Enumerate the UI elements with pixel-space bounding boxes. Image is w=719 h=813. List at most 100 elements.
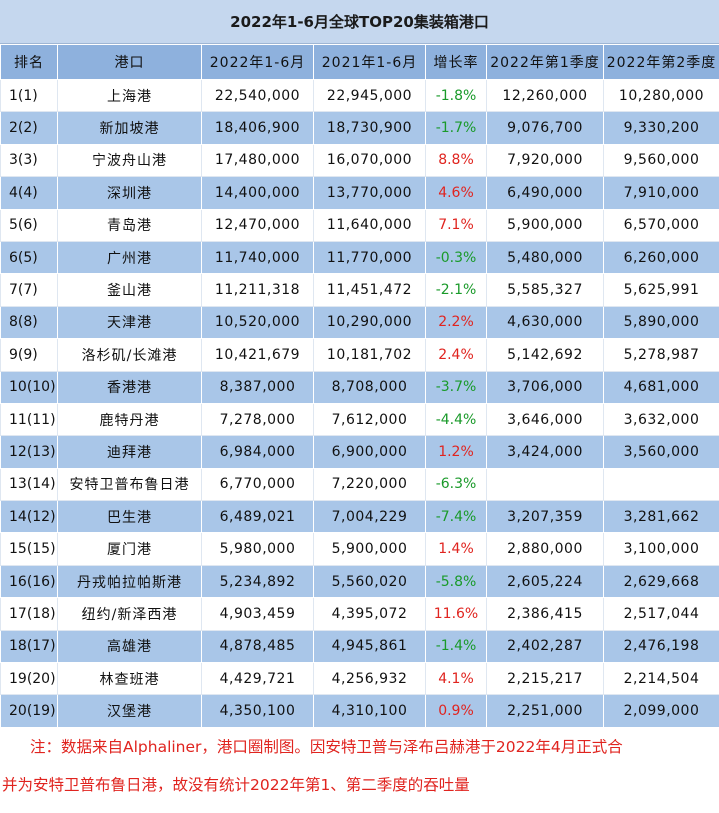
cell-2022-q2: 2,629,668 bbox=[603, 564, 719, 599]
table-row: 4(4) 深圳港 14,400,000 13,770,000 4.6% 6,490,000… bbox=[0, 176, 719, 210]
cell-growth: -7.4% bbox=[425, 500, 487, 534]
cell-2022-q2: 2,517,044 bbox=[603, 597, 719, 631]
cell-2022-h1: 4,903,459 bbox=[201, 597, 314, 631]
table-row: 12(13) 迪拜港 6,984,000 6,900,000 1.2% 3,424,000… bbox=[0, 435, 719, 469]
cell-2022-h1: 18,406,900 bbox=[201, 111, 314, 145]
cell-2022-q1 bbox=[486, 467, 604, 502]
cell-port: 广州港 bbox=[57, 240, 202, 275]
cell-port: 洛杉矶/长滩港 bbox=[57, 338, 202, 372]
table-row: 19(20) 林查班港 4,429,721 4,256,932 4.1% 2,215,21… bbox=[0, 662, 719, 696]
table-row: 17(18) 纽约/新泽西港 4,903,459 4,395,072 11.6% 2,38… bbox=[0, 597, 719, 631]
cell-2021-h1: 7,004,229 bbox=[313, 500, 426, 534]
cell-2021-h1: 6,900,000 bbox=[313, 435, 426, 469]
cell-2022-q2: 2,099,000 bbox=[603, 694, 719, 728]
cell-port: 高雄港 bbox=[57, 629, 202, 664]
cell-2022-q1: 2,386,415 bbox=[486, 597, 604, 631]
cell-2022-q1: 5,585,327 bbox=[486, 273, 604, 307]
cell-port: 丹戎帕拉帕斯港 bbox=[57, 564, 202, 599]
cell-2022-q1: 3,706,000 bbox=[486, 370, 604, 404]
cell-port: 安特卫普布鲁日港 bbox=[57, 467, 202, 502]
cell-2022-q2: 3,281,662 bbox=[603, 500, 719, 534]
cell-2022-q1: 2,880,000 bbox=[486, 532, 604, 566]
cell-rank: 14(12) bbox=[0, 500, 58, 534]
cell-2022-h1: 4,350,100 bbox=[201, 694, 314, 728]
cell-2022-h1: 4,429,721 bbox=[201, 662, 314, 696]
cell-port: 新加坡港 bbox=[57, 111, 202, 145]
cell-port: 上海港 bbox=[57, 78, 202, 113]
table-row: 13(14) 安特卫普布鲁日港 6,770,000 7,220,000 -6.3% bbox=[0, 467, 719, 502]
cell-rank: 13(14) bbox=[0, 467, 58, 502]
cell-2022-h1: 22,540,000 bbox=[201, 78, 314, 113]
cell-port: 汉堡港 bbox=[57, 694, 202, 728]
cell-rank: 18(17) bbox=[0, 629, 58, 664]
cell-2022-q2: 2,214,504 bbox=[603, 662, 719, 696]
cell-2022-h1: 8,387,000 bbox=[201, 370, 314, 404]
cell-2021-h1: 11,770,000 bbox=[313, 240, 426, 275]
cell-2022-q2: 5,890,000 bbox=[603, 305, 719, 340]
cell-2022-h1: 6,984,000 bbox=[201, 435, 314, 469]
cell-2022-h1: 6,489,021 bbox=[201, 500, 314, 534]
table-header-row: 排名 港口 2022年1-6月 2021年1-6月 增长率 2022年第1季度 … bbox=[0, 44, 719, 80]
table-row: 11(11) 鹿特丹港 7,278,000 7,612,000 -4.4% 3,646,0… bbox=[0, 402, 719, 437]
cell-2021-h1: 4,945,861 bbox=[313, 629, 426, 664]
cell-rank: 2(2) bbox=[0, 111, 58, 145]
cell-2022-q1: 3,207,359 bbox=[486, 500, 604, 534]
cell-port: 深圳港 bbox=[57, 176, 202, 210]
cell-2021-h1: 8,708,000 bbox=[313, 370, 426, 404]
cell-2021-h1: 4,310,100 bbox=[313, 694, 426, 728]
cell-2021-h1: 16,070,000 bbox=[313, 143, 426, 178]
cell-2022-q2: 7,910,000 bbox=[603, 176, 719, 210]
cell-growth: 1.2% bbox=[425, 435, 487, 469]
cell-growth: -1.4% bbox=[425, 629, 487, 664]
cell-2022-q1: 5,480,000 bbox=[486, 240, 604, 275]
table-row: 9(9) 洛杉矶/长滩港 10,421,679 10,181,702 2.4% 5,142… bbox=[0, 338, 719, 372]
cell-2022-q2: 3,560,000 bbox=[603, 435, 719, 469]
cell-2021-h1: 11,640,000 bbox=[313, 208, 426, 242]
cell-2022-q2: 9,330,200 bbox=[603, 111, 719, 145]
cell-rank: 10(10) bbox=[0, 370, 58, 404]
cell-rank: 9(9) bbox=[0, 338, 58, 372]
cell-port: 纽约/新泽西港 bbox=[57, 597, 202, 631]
header-2022-q2: 2022年第2季度 bbox=[603, 44, 719, 80]
cell-2022-q2: 5,278,987 bbox=[603, 338, 719, 372]
header-growth: 增长率 bbox=[425, 44, 487, 80]
table-row: 15(15) 厦门港 5,980,000 5,900,000 1.4% 2,880,000… bbox=[0, 532, 719, 566]
cell-growth: -2.1% bbox=[425, 273, 487, 307]
cell-2022-q2: 9,560,000 bbox=[603, 143, 719, 178]
cell-port: 鹿特丹港 bbox=[57, 402, 202, 437]
cell-2022-q2: 6,570,000 bbox=[603, 208, 719, 242]
cell-2022-h1: 5,234,892 bbox=[201, 564, 314, 599]
cell-rank: 5(6) bbox=[0, 208, 58, 242]
cell-2022-q1: 9,076,700 bbox=[486, 111, 604, 145]
header-2022-q1: 2022年第1季度 bbox=[486, 44, 604, 80]
cell-rank: 12(13) bbox=[0, 435, 58, 469]
table-row: 16(16) 丹戎帕拉帕斯港 5,234,892 5,560,020 -5.8% 2,60… bbox=[0, 564, 719, 599]
table-row: 1(1) 上海港 22,540,000 22,945,000 -1.8% 12,260,0… bbox=[0, 78, 719, 113]
cell-2022-q2: 10,280,000 bbox=[603, 78, 719, 113]
cell-2022-q2: 4,681,000 bbox=[603, 370, 719, 404]
cell-2022-q1: 6,490,000 bbox=[486, 176, 604, 210]
cell-2021-h1: 10,290,000 bbox=[313, 305, 426, 340]
cell-growth: 8.8% bbox=[425, 143, 487, 178]
table-row: 18(17) 高雄港 4,878,485 4,945,861 -1.4% 2,402,28… bbox=[0, 629, 719, 664]
cell-2021-h1: 4,395,072 bbox=[313, 597, 426, 631]
cell-port: 青岛港 bbox=[57, 208, 202, 242]
cell-rank: 15(15) bbox=[0, 532, 58, 566]
cell-growth: 4.6% bbox=[425, 176, 487, 210]
cell-port: 宁波舟山港 bbox=[57, 143, 202, 178]
cell-2022-q2: 6,260,000 bbox=[603, 240, 719, 275]
cell-port: 天津港 bbox=[57, 305, 202, 340]
table-row: 7(7) 釜山港 11,211,318 11,451,472 -2.1% 5,585,32… bbox=[0, 273, 719, 307]
cell-2021-h1: 5,560,020 bbox=[313, 564, 426, 599]
footnote-line-2: 并为安特卫普布鲁日港，故没有统计2022年第1、第二季度的吞吐量 bbox=[2, 776, 470, 794]
cell-growth: -5.8% bbox=[425, 564, 487, 599]
cell-growth: -1.7% bbox=[425, 111, 487, 145]
cell-2021-h1: 10,181,702 bbox=[313, 338, 426, 372]
cell-growth: 0.9% bbox=[425, 694, 487, 728]
cell-2021-h1: 7,612,000 bbox=[313, 402, 426, 437]
cell-rank: 11(11) bbox=[0, 402, 58, 437]
cell-2022-q1: 2,251,000 bbox=[486, 694, 604, 728]
cell-2022-h1: 10,520,000 bbox=[201, 305, 314, 340]
cell-rank: 7(7) bbox=[0, 273, 58, 307]
cell-2022-h1: 12,470,000 bbox=[201, 208, 314, 242]
